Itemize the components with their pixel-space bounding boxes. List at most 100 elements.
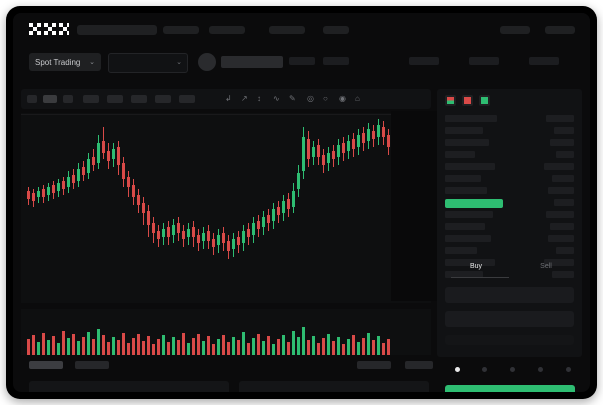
magnet-icon[interactable]: ◎ xyxy=(307,94,314,103)
candle xyxy=(202,227,205,249)
order-book-row[interactable] xyxy=(445,175,481,182)
toolbar-timeframe-active[interactable] xyxy=(43,95,57,103)
candle xyxy=(82,161,85,181)
book-both-icon[interactable] xyxy=(445,95,456,106)
candle xyxy=(352,133,355,157)
cursor-icon[interactable]: ↲ xyxy=(225,94,232,103)
order-book-panel[interactable]: Buy Sell xyxy=(437,89,582,357)
order-book-row[interactable] xyxy=(445,235,491,242)
volume-bar xyxy=(327,334,330,355)
candle xyxy=(197,229,200,251)
order-book-row[interactable] xyxy=(445,187,487,194)
toolbar-timeframe-3[interactable] xyxy=(83,95,99,103)
tablet-device-frame: Spot Trading ⌄ ⌄ ↲ ↗ ↕ xyxy=(6,6,597,399)
eye-icon[interactable]: ◉ xyxy=(339,94,346,103)
nav-item-2[interactable] xyxy=(209,26,245,34)
bottom-tab-4[interactable] xyxy=(405,361,433,369)
bottom-tab-2[interactable] xyxy=(75,361,109,369)
candle xyxy=(237,231,240,253)
candle xyxy=(372,125,375,147)
volume-bar xyxy=(252,338,255,355)
trendline-icon[interactable]: ↗ xyxy=(241,94,248,103)
order-book-row[interactable] xyxy=(445,211,493,218)
book-asks-icon[interactable] xyxy=(462,95,473,106)
chart-toolbar[interactable]: ↲ ↗ ↕ ∿ ✎ ◎ ○ ◉ ⌂ xyxy=(21,89,431,109)
candle xyxy=(377,119,380,145)
volume-bar xyxy=(347,339,350,355)
trading-mode-selector[interactable]: Spot Trading ⌄ xyxy=(29,53,101,71)
volume-bar xyxy=(322,338,325,355)
order-book-row-amount xyxy=(550,139,574,146)
volume-bar xyxy=(317,343,320,355)
nav-item-4[interactable] xyxy=(323,26,349,34)
bottom-panel-right[interactable] xyxy=(239,381,429,392)
volume-bar xyxy=(102,335,105,355)
order-slider[interactable] xyxy=(445,335,574,345)
bottom-tab-3[interactable] xyxy=(357,361,391,369)
toolbar-timeframe-7[interactable] xyxy=(179,95,195,103)
pair-selector[interactable]: ⌄ xyxy=(108,53,188,73)
order-book-row-amount xyxy=(548,187,574,194)
okx-logo-icon[interactable] xyxy=(29,23,69,36)
candle xyxy=(117,141,120,175)
order-book-row[interactable] xyxy=(445,127,483,134)
ruler-icon[interactable]: ↕ xyxy=(257,94,261,103)
candle xyxy=(317,139,320,165)
book-bids-icon[interactable] xyxy=(479,95,490,106)
toolbar-timeframe-5[interactable] xyxy=(131,95,147,103)
tab-sell[interactable]: Sell xyxy=(540,263,552,270)
brush-icon[interactable]: ✎ xyxy=(289,94,296,103)
candle xyxy=(337,139,340,165)
volume-bar xyxy=(222,335,225,355)
candle xyxy=(342,137,345,161)
candle xyxy=(367,123,370,149)
lock-icon[interactable]: ○ xyxy=(323,94,328,103)
order-book-row[interactable] xyxy=(445,115,497,122)
tab-buy[interactable]: Buy xyxy=(469,263,483,270)
nav-item-1[interactable] xyxy=(163,26,199,34)
bottom-tab-1[interactable] xyxy=(29,361,63,369)
pager-dot-2[interactable] xyxy=(482,367,487,372)
toolbar-timeframe-2[interactable] xyxy=(63,95,73,103)
buy-button[interactable] xyxy=(445,385,575,392)
candle xyxy=(97,135,100,169)
order-book-row[interactable] xyxy=(445,151,475,158)
order-price-input[interactable] xyxy=(445,287,574,303)
candle xyxy=(222,227,225,251)
order-book-view-toggles[interactable] xyxy=(445,95,490,106)
pager-dot-5[interactable] xyxy=(566,367,571,372)
volume-bar xyxy=(212,344,215,355)
buy-sell-tabs[interactable]: Buy Sell xyxy=(437,259,582,281)
candle xyxy=(277,201,280,223)
order-book-row[interactable] xyxy=(445,139,489,146)
candle xyxy=(52,181,55,199)
toolbar-timeframe-6[interactable] xyxy=(155,95,171,103)
order-book-row[interactable] xyxy=(445,271,483,278)
nav-right-item-2[interactable] xyxy=(545,26,575,34)
toolbar-timeframe-1[interactable] xyxy=(27,95,37,103)
volume-bar xyxy=(312,336,315,355)
order-book-row[interactable] xyxy=(445,163,495,170)
order-book-row-amount xyxy=(548,235,574,242)
order-book-row[interactable] xyxy=(445,223,485,230)
nav-item-3[interactable] xyxy=(269,26,305,34)
pager-dot-1[interactable] xyxy=(455,367,460,372)
panel-pager[interactable] xyxy=(437,365,582,375)
toolbar-timeframe-4[interactable] xyxy=(107,95,123,103)
volume-bar xyxy=(362,338,365,355)
nav-search-field[interactable] xyxy=(77,25,157,35)
volume-bar xyxy=(147,336,150,355)
pager-dot-3[interactable] xyxy=(510,367,515,372)
bottom-panel-left[interactable] xyxy=(29,381,229,392)
candlestick-chart[interactable] xyxy=(21,113,431,303)
order-book-row[interactable] xyxy=(445,259,495,266)
nav-right-item-1[interactable] xyxy=(500,26,530,34)
trash-icon[interactable]: ⌂ xyxy=(355,94,360,103)
wave-icon[interactable]: ∿ xyxy=(273,94,280,103)
pager-dot-4[interactable] xyxy=(538,367,543,372)
candle xyxy=(182,225,185,247)
candle xyxy=(62,177,65,195)
volume-bar xyxy=(282,335,285,355)
order-book-row[interactable] xyxy=(445,247,477,254)
order-amount-input[interactable] xyxy=(445,311,574,327)
